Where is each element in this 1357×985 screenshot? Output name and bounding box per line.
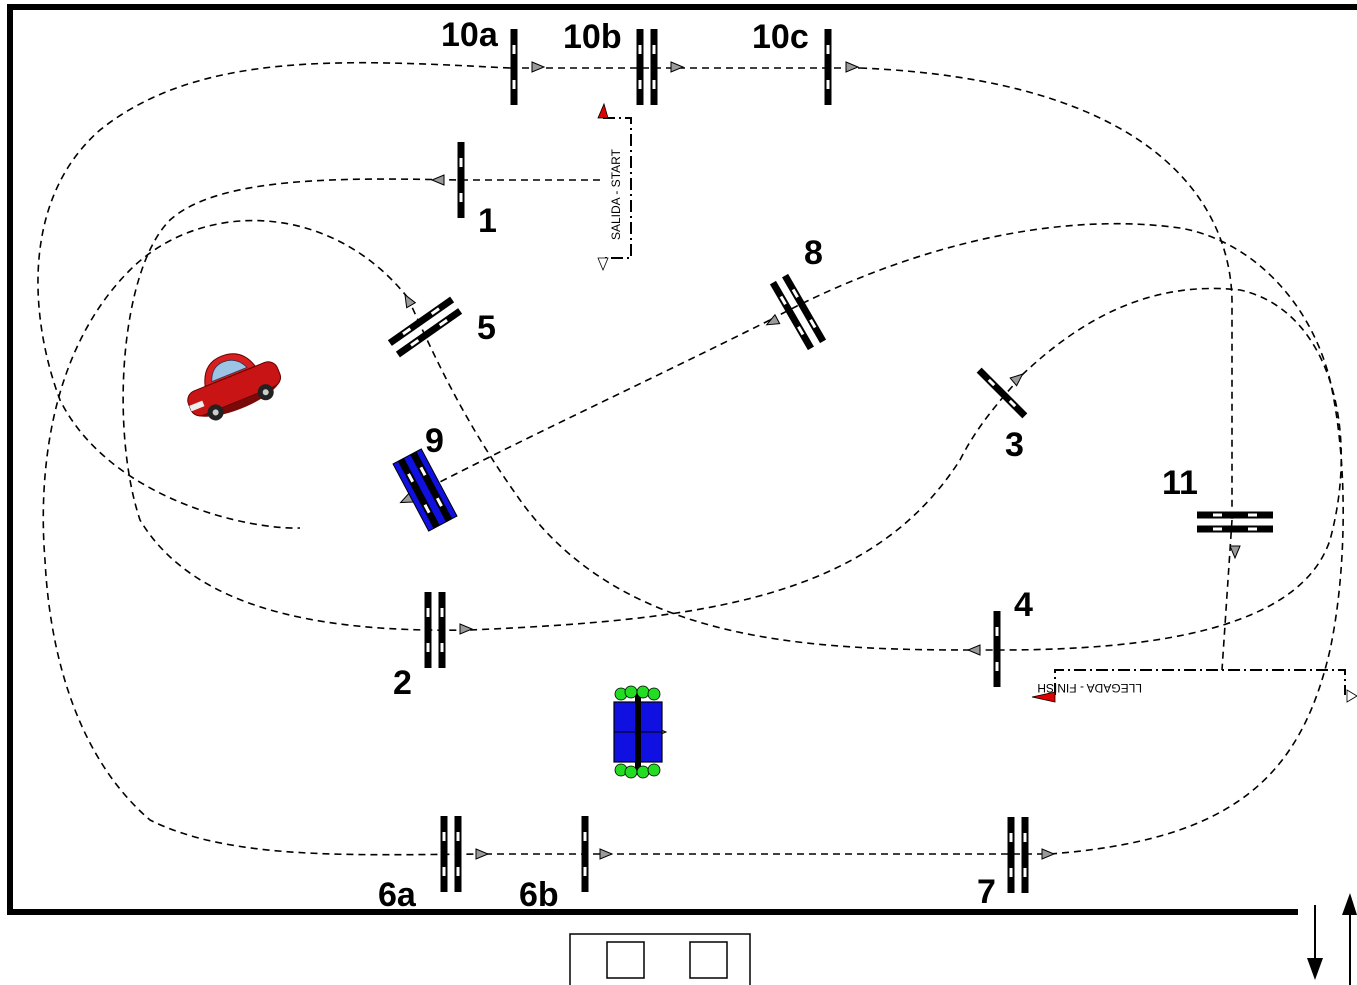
gate-label-2: 2 (393, 664, 412, 702)
gate-label-10c: 10c (752, 18, 809, 56)
red-car-icon (187, 353, 281, 421)
gate-10a (510, 29, 518, 105)
gate-label-3: 3 (1005, 426, 1024, 464)
gate-label-1: 1 (478, 202, 497, 240)
entry-exit-arrows (1307, 893, 1357, 985)
gate-label-10a: 10a (441, 16, 499, 54)
gate-label-7: 7 (977, 873, 996, 911)
gate-4 (993, 611, 1001, 687)
gate-6a (441, 816, 462, 892)
gate-label-5: 5 (477, 309, 496, 347)
red-flag-icon (1031, 691, 1056, 703)
finish-label: LLEGADA - FINISH (1037, 681, 1142, 695)
gate-label-10b: 10b (563, 18, 622, 56)
start-line: SALIDA - START (597, 102, 632, 272)
gate-label-8: 8 (804, 234, 823, 272)
finish-line: LLEGADA - FINISH (1031, 669, 1357, 703)
gate-1 (457, 142, 465, 218)
gate-label-9: 9 (425, 422, 444, 460)
gate-label-11: 11 (1162, 464, 1198, 502)
gate-11 (1197, 512, 1273, 533)
direction-arrows (397, 61, 1241, 860)
gate-7 (1008, 817, 1029, 893)
gate-6b (581, 816, 589, 892)
parking-box-icon (613, 685, 663, 779)
gate-label-4: 4 (1014, 586, 1033, 624)
building-icon (569, 933, 751, 985)
arena-border (7, 4, 1357, 915)
red-flag-icon (597, 102, 609, 119)
gate-label-6a: 6a (378, 876, 417, 914)
start-label: SALIDA - START (609, 148, 623, 240)
gate-10b (637, 29, 658, 105)
gate-8 (770, 274, 826, 350)
gate-9 (392, 448, 458, 532)
gate-10c (824, 29, 832, 105)
gate-label-6b: 6b (519, 876, 559, 914)
gate-2 (425, 592, 446, 668)
course-path (37, 61, 1344, 856)
gate-5 (388, 297, 462, 358)
